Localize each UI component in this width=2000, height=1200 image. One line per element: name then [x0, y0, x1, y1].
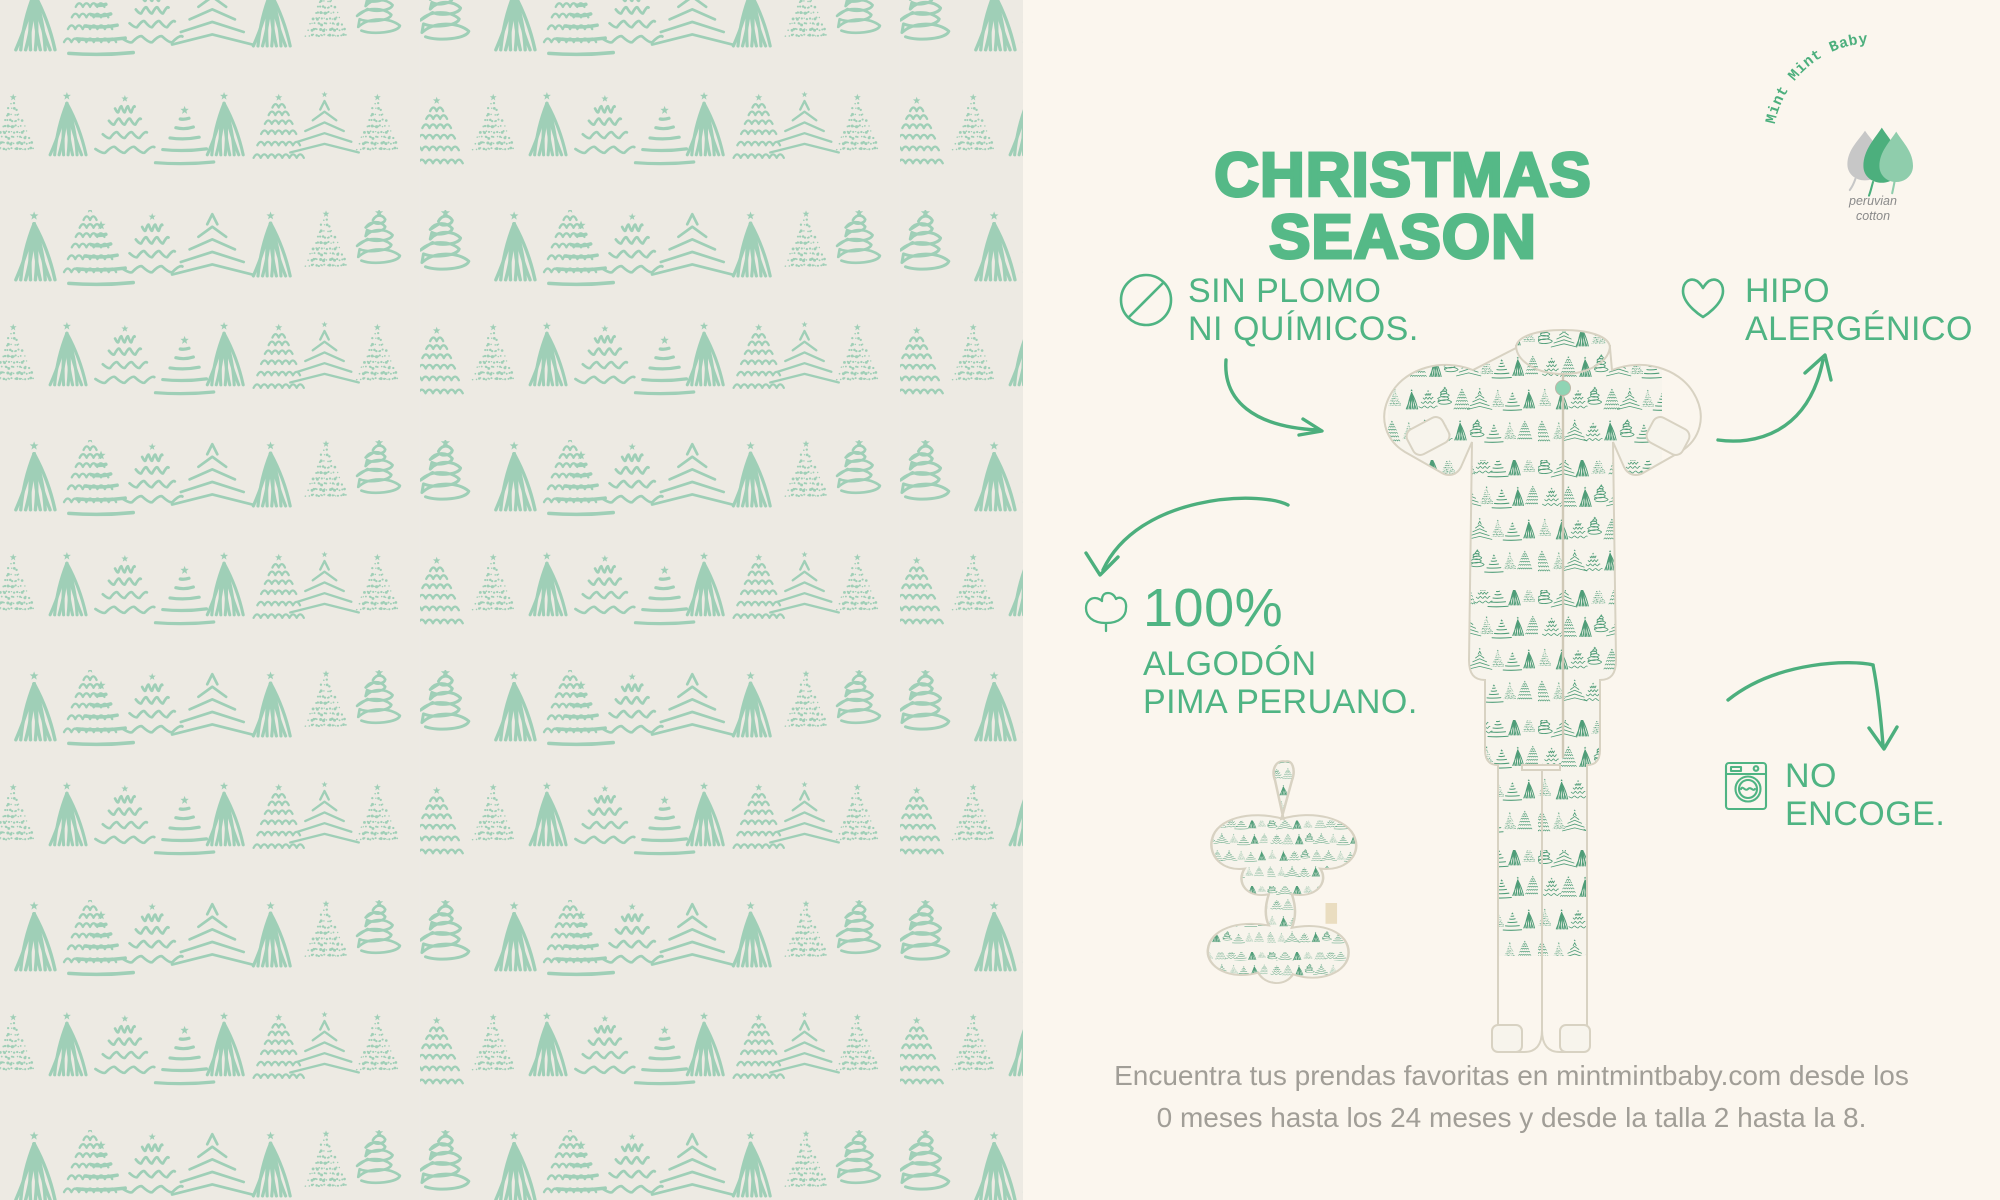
svg-text:peruvian: peruvian	[1848, 194, 1897, 208]
svg-text:Mint Mint Baby: Mint Mint Baby	[1763, 31, 1869, 125]
svg-text:cotton: cotton	[1856, 209, 1890, 223]
